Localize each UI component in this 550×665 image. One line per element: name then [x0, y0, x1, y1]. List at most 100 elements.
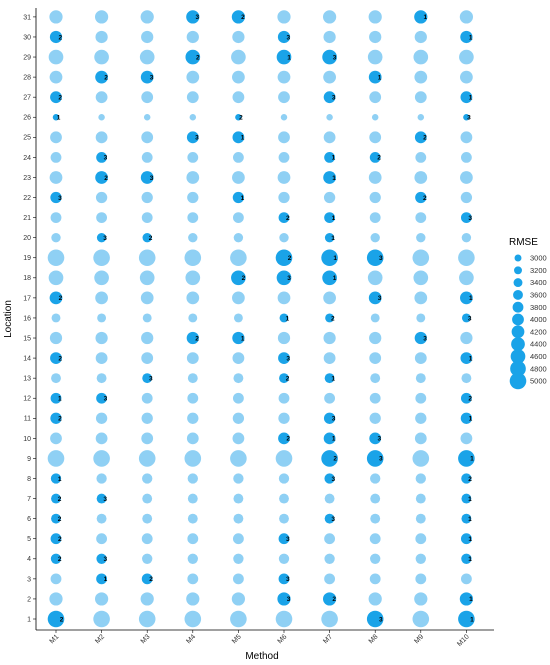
bubble-M2-loc-27 — [95, 91, 108, 104]
bubble-M4-loc-11 — [187, 412, 199, 424]
x-tick-label-M9: M9 — [413, 633, 425, 645]
legend-label-4800: 4800 — [530, 364, 547, 373]
bubble-M8-loc-30 — [369, 30, 382, 44]
bubble-M8-loc-2 — [368, 592, 382, 606]
legend-swatch-5000 — [509, 372, 527, 390]
bubble-M9-loc-25 — [414, 131, 427, 144]
bubble-M4-loc-5 — [187, 533, 199, 545]
rank-label-M2-loc-7: 3 — [103, 496, 107, 503]
bubble-M9-loc-13 — [415, 373, 426, 384]
bubble-M3-loc-30 — [141, 30, 154, 44]
bubble-M5-loc-6 — [233, 513, 244, 524]
bubble-M5-loc-10 — [232, 432, 245, 445]
bubble-M6-loc-26 — [280, 114, 288, 121]
y-tick-label-4: 4 — [27, 556, 31, 563]
y-tick-label-11: 11 — [24, 416, 31, 423]
y-tick-label-31: 31 — [23, 14, 31, 21]
rank-label-M5-loc-22: 1 — [241, 195, 245, 202]
x-tick-label-M8: M8 — [368, 633, 380, 645]
y-tick-label-18: 18 — [23, 275, 31, 282]
bubble-M3-loc-27 — [141, 91, 154, 104]
bubble-M4-loc-7 — [187, 493, 198, 504]
bubble-M2-loc-16 — [97, 313, 107, 323]
bubble-M1-loc-7 — [51, 493, 61, 504]
bubble-M2-loc-1 — [93, 610, 110, 628]
bubble-M5-loc-8 — [233, 473, 244, 484]
bubble-M9-loc-8 — [415, 473, 426, 484]
bubble-M10-loc-1 — [458, 610, 475, 628]
bubble-M8-loc-18 — [367, 270, 383, 286]
bubble-M9-loc-3 — [415, 573, 427, 585]
bubble-M3-loc-19 — [138, 249, 156, 267]
rank-label-M7-loc-11: 3 — [332, 416, 336, 423]
bubble-M3-loc-17 — [140, 291, 154, 305]
rank-label-M7-loc-9: 2 — [333, 456, 337, 463]
bubble-M3-loc-23 — [140, 171, 154, 184]
rank-label-M10-loc-5: 1 — [468, 536, 472, 543]
bubble-M8-loc-13 — [370, 373, 381, 384]
bubble-M8-loc-12 — [369, 392, 381, 404]
rank-label-M10-loc-11: 1 — [469, 416, 473, 423]
bubble-M8-loc-1 — [366, 610, 384, 628]
y-tick-label-9: 9 — [27, 456, 31, 463]
rank-label-M5-loc-15: 1 — [241, 335, 245, 342]
bubble-M3-loc-29 — [139, 49, 155, 65]
legend: RMSE 3000 3200 3400 3600 3800 4000 4200 4400 460… — [509, 237, 547, 390]
bubble-M1-loc-6 — [51, 513, 61, 524]
bubble-M9-loc-18 — [413, 270, 429, 286]
bubble-M2-loc-26 — [98, 114, 105, 121]
rank-label-M10-loc-14: 1 — [469, 355, 473, 362]
bubble-M2-loc-19 — [93, 249, 110, 267]
bubble-M3-loc-31 — [140, 10, 154, 24]
bubble-M7-loc-7 — [324, 493, 335, 504]
rank-label-M4-loc-15: 2 — [195, 335, 199, 342]
rank-label-M10-loc-4: 1 — [468, 556, 472, 563]
bubble-M10-loc-14 — [460, 352, 473, 364]
bubble-M9-loc-22 — [415, 191, 427, 204]
bubble-M6-loc-4 — [278, 553, 290, 564]
rank-label-M1-loc-27: 2 — [58, 94, 62, 101]
bubble-M7-loc-30 — [323, 30, 336, 44]
bubble-M4-loc-2 — [186, 592, 200, 606]
bubble-M6-loc-1 — [275, 610, 293, 628]
bubble-M2-loc-28 — [95, 70, 108, 84]
rank-label-M3-loc-3: 2 — [149, 576, 153, 583]
bubble-M7-loc-15 — [323, 331, 336, 345]
bubble-M9-loc-4 — [415, 553, 426, 564]
bubble-M10-loc-16 — [461, 313, 471, 323]
axes — [35, 8, 494, 631]
bubble-M5-loc-31 — [231, 10, 246, 24]
bubble-M5-loc-27 — [232, 91, 245, 104]
bubble-M7-loc-12 — [324, 392, 336, 404]
y-tick-label-19: 19 — [23, 255, 31, 262]
bubble-M8-loc-7 — [370, 493, 381, 504]
bubble-M1-loc-24 — [50, 151, 62, 163]
bubble-M5-loc-17 — [232, 291, 245, 305]
bubble-M4-loc-18 — [185, 270, 201, 286]
bubble-M7-loc-26 — [326, 114, 333, 121]
bubble-M7-loc-21 — [324, 212, 336, 224]
rank-label-M8-loc-1: 3 — [379, 616, 383, 623]
legend-title: RMSE — [509, 237, 538, 248]
bubble-M7-loc-14 — [323, 352, 336, 364]
bubble-M9-loc-15 — [414, 331, 427, 345]
bubble-M10-loc-5 — [460, 533, 472, 545]
bubble-M10-loc-17 — [460, 291, 473, 305]
bubble-M2-loc-2 — [94, 592, 109, 606]
bubble-M9-loc-9 — [412, 450, 430, 467]
bubble-M1-loc-15 — [49, 331, 63, 345]
y-tick-label-7: 7 — [27, 496, 31, 503]
rank-label-M10-loc-9: 1 — [470, 456, 474, 463]
bubble-M1-loc-4 — [50, 553, 62, 564]
bubble-M7-loc-18 — [322, 270, 337, 286]
y-tick-label-21: 21 — [23, 215, 31, 222]
rank-label-M6-loc-21: 2 — [286, 215, 290, 222]
legend-label-4000: 4000 — [530, 315, 547, 324]
y-tick-label-3: 3 — [27, 576, 31, 583]
bubble-M5-loc-15 — [232, 331, 245, 345]
bubble-M1-loc-5 — [50, 533, 62, 545]
bubble-M10-loc-15 — [460, 331, 473, 345]
bubble-M10-loc-13 — [461, 373, 472, 384]
bubble-M5-loc-26 — [235, 114, 242, 121]
rank-label-M2-loc-4: 3 — [103, 556, 107, 563]
